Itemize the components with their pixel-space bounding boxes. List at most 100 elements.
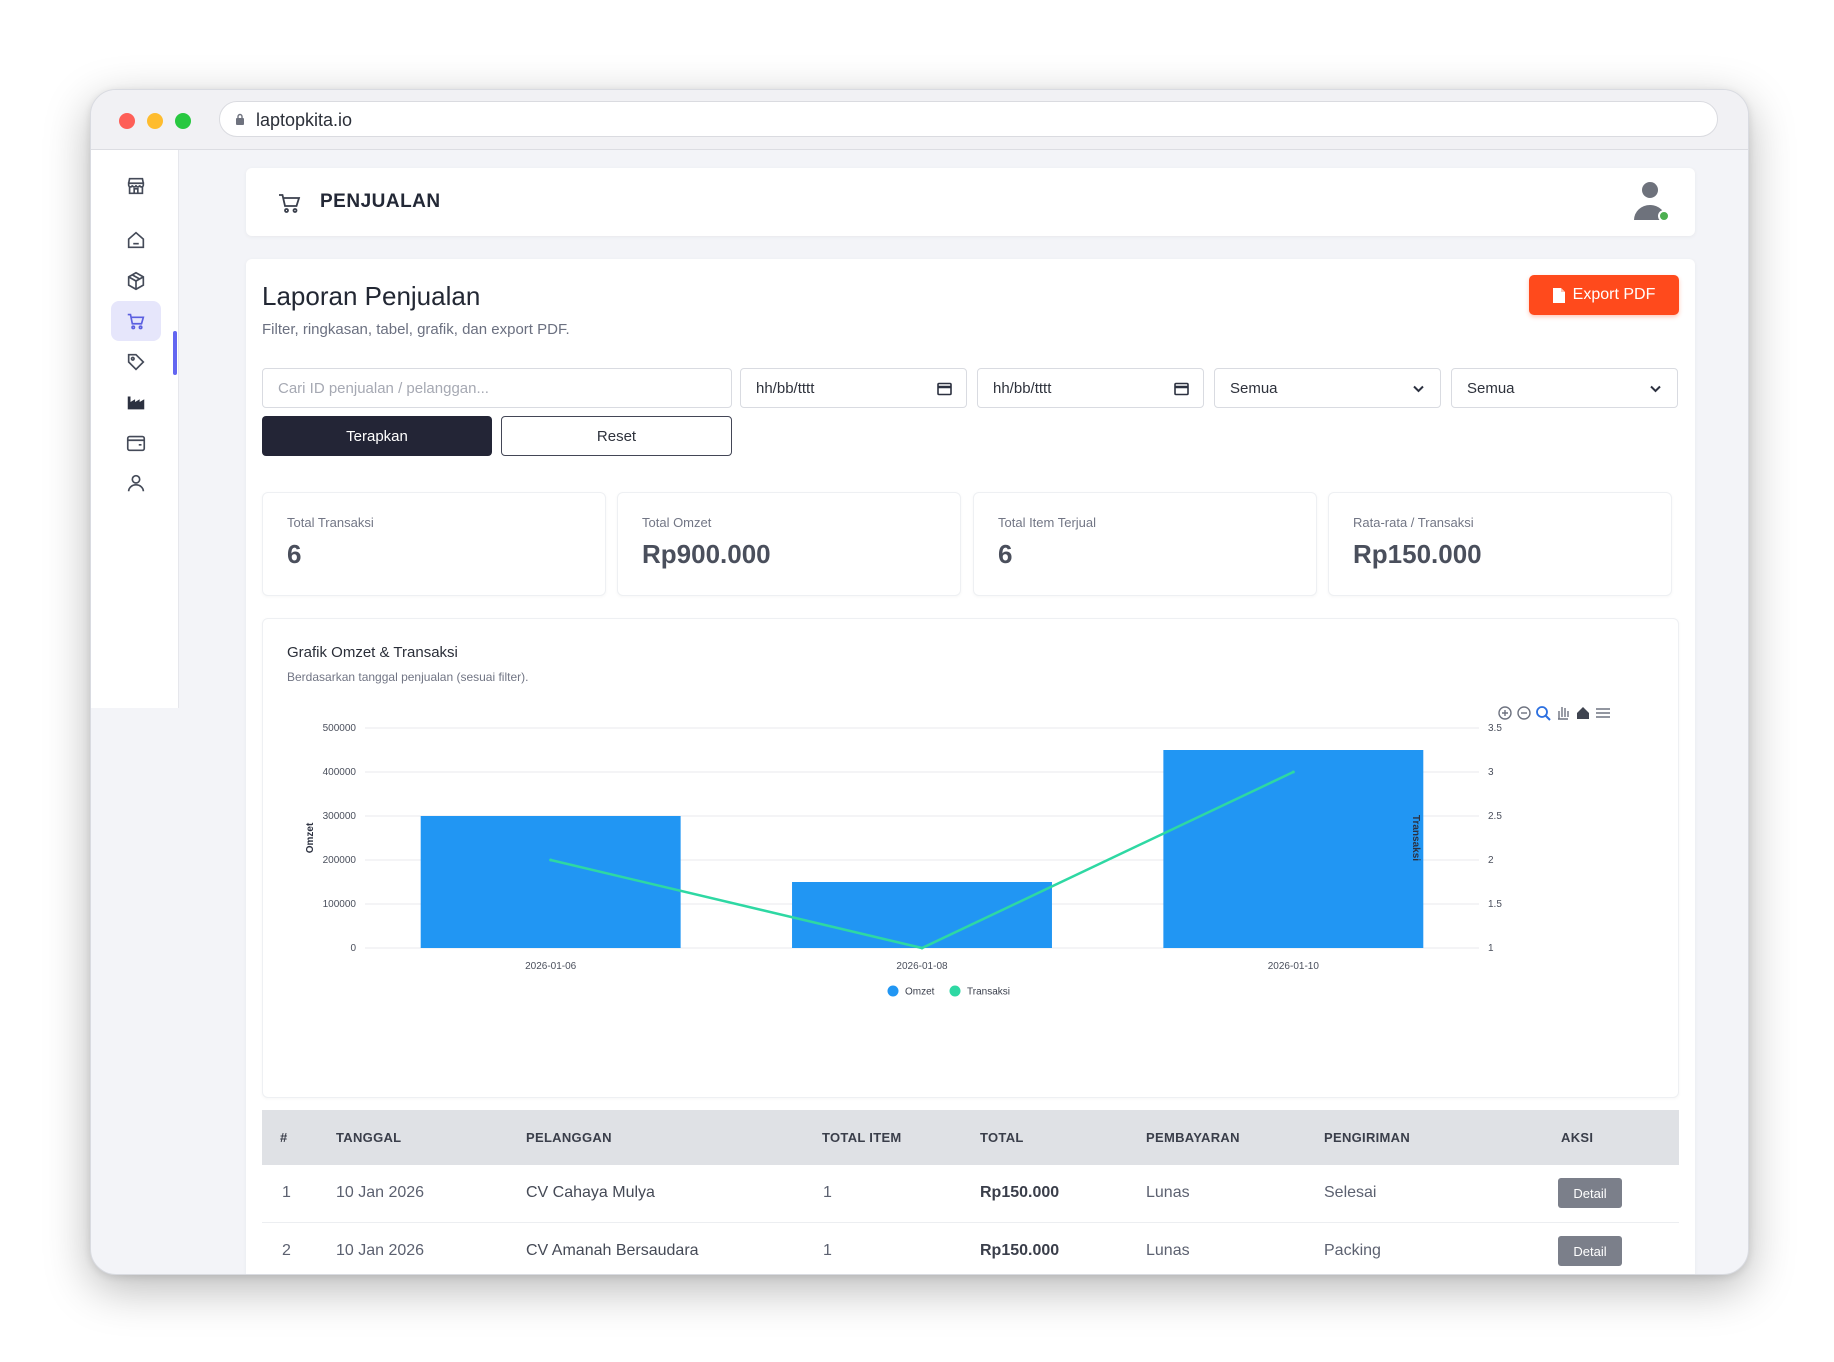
row-date: 10 Jan 2026 <box>336 1242 425 1259</box>
date-from-input[interactable]: hh/bb/tttt <box>740 368 967 408</box>
sidebar-item-users[interactable] <box>111 463 161 503</box>
row-total: Rp150.000 <box>980 1242 1060 1259</box>
minimize-window-button[interactable] <box>147 113 163 129</box>
x-tick-label: 2026-01-08 <box>896 961 948 972</box>
payment-filter-value: Semua <box>1230 379 1278 397</box>
y-axis-label: Omzet <box>305 822 316 853</box>
sales-report-card: Laporan Penjualan Filter, ringkasan, tab… <box>246 259 1695 1274</box>
stat-average-per-transaction: Rata-rata / Transaksi Rp150.000 <box>1328 492 1672 596</box>
y2-tick-label: 2.5 <box>1488 811 1502 822</box>
chart-card: Grafik Omzet & Transaksi Berdasarkan tan… <box>262 618 1679 1098</box>
column-header: PELANGGAN <box>526 1130 612 1145</box>
y-tick-label: 100000 <box>323 899 357 910</box>
chart-title: Grafik Omzet & Transaksi <box>287 644 458 661</box>
stat-value: Rp150.000 <box>1353 539 1482 569</box>
y2-tick-label: 2 <box>1488 855 1494 866</box>
chevron-down-icon <box>1413 385 1424 393</box>
legend-marker <box>887 985 899 997</box>
payment-filter-select[interactable]: Semua <box>1214 368 1441 408</box>
y-tick-label: 0 <box>350 943 356 954</box>
box-icon <box>127 271 145 291</box>
search-input[interactable]: Cari ID penjualan / pelanggan... <box>262 368 732 408</box>
row-number: 1 <box>282 1184 291 1201</box>
row-shipping-status: Packing <box>1324 1242 1381 1259</box>
stat-total-transactions: Total Transaksi 6 <box>262 492 606 596</box>
browser-window: laptopkita.io <box>90 89 1749 1275</box>
export-pdf-button[interactable]: Export PDF <box>1529 275 1679 315</box>
column-header: AKSI <box>1561 1130 1594 1145</box>
y-tick-label: 200000 <box>323 855 357 866</box>
shipping-filter-select[interactable]: Semua <box>1451 368 1678 408</box>
zoom-select-icon[interactable] <box>1536 706 1551 721</box>
row-date: 10 Jan 2026 <box>336 1184 425 1201</box>
column-header: PENGIRIMAN <box>1324 1130 1411 1145</box>
export-pdf-label: Export PDF <box>1572 286 1656 303</box>
address-bar[interactable]: laptopkita.io <box>219 101 1718 137</box>
sidebar-item-sales[interactable] <box>111 301 161 341</box>
stat-label: Total Transaksi <box>287 515 374 530</box>
sidebar-item-store[interactable] <box>111 166 161 206</box>
pan-hand-icon[interactable] <box>1558 707 1569 720</box>
sidebar-item-home[interactable] <box>111 220 161 260</box>
x-tick-label: 2026-01-10 <box>1268 961 1320 972</box>
active-indicator <box>173 331 177 375</box>
reset-zoom-home-icon[interactable] <box>1577 707 1589 719</box>
column-header: TANGGAL <box>336 1130 402 1145</box>
column-header: # <box>280 1130 288 1145</box>
row-customer: CV Cahaya Mulya <box>526 1184 655 1201</box>
row-customer: CV Amanah Bersaudara <box>526 1242 699 1259</box>
sales-chart: 500000 400000 300000 200000 100000 0 3.5 3 2.5 2 1… <box>305 706 1610 998</box>
y2-axis-label: Transaksi <box>1410 815 1421 861</box>
zoom-in-icon[interactable] <box>1498 706 1512 720</box>
point-transaksi <box>1291 770 1295 774</box>
calendar-icon <box>1174 382 1189 396</box>
legend-label: Transaksi <box>967 987 1010 998</box>
wallet-icon <box>126 435 146 452</box>
detail-button[interactable]: Detail <box>1558 1236 1622 1266</box>
stat-value: 6 <box>287 539 302 569</box>
date-to-input[interactable]: hh/bb/tttt <box>977 368 1204 408</box>
stat-label: Total Item Terjual <box>998 515 1097 530</box>
y2-tick-label: 3.5 <box>1488 723 1502 734</box>
maximize-window-button[interactable] <box>175 113 191 129</box>
point-transaksi <box>920 946 924 950</box>
column-header: TOTAL <box>980 1130 1024 1145</box>
y-tick-label: 500000 <box>323 723 357 734</box>
avatar[interactable] <box>1631 180 1673 224</box>
row-total-item: 1 <box>823 1184 832 1201</box>
sidebar-item-wallet[interactable] <box>111 423 161 463</box>
cart-icon <box>279 194 301 213</box>
calendar-icon <box>937 382 952 396</box>
stat-label: Total Omzet <box>642 515 712 530</box>
page-title: Laporan Penjualan <box>262 281 481 311</box>
stat-label: Rata-rata / Transaksi <box>1353 515 1474 530</box>
sidebar-item-factory[interactable] <box>111 382 161 422</box>
table-header: # TANGGAL PELANGGAN TOTAL ITEM TOTAL PEM… <box>262 1110 1679 1165</box>
table-row: 1 10 Jan 2026 CV Cahaya Mulya 1 Rp150.00… <box>262 1165 1679 1223</box>
page-header-title: PENJUALAN <box>320 191 441 212</box>
menu-icon[interactable] <box>1596 708 1610 718</box>
column-header: TOTAL ITEM <box>822 1130 902 1145</box>
tag-icon <box>127 353 145 371</box>
column-header: PEMBAYARAN <box>1146 1130 1240 1145</box>
close-window-button[interactable] <box>119 113 135 129</box>
home-icon <box>127 231 145 249</box>
row-total-item: 1 <box>823 1242 832 1259</box>
stat-total-items-sold: Total Item Terjual 6 <box>973 492 1317 596</box>
date-to-value: hh/bb/tttt <box>993 379 1052 397</box>
sidebar-item-products[interactable] <box>111 261 161 301</box>
zoom-out-icon[interactable] <box>1517 706 1531 720</box>
reset-filter-button[interactable]: Reset <box>501 416 732 456</box>
page-subtitle: Filter, ringkasan, tabel, grafik, dan ex… <box>262 321 570 338</box>
table-row: 2 10 Jan 2026 CV Amanah Bersaudara 1 Rp1… <box>262 1223 1679 1274</box>
date-from-value: hh/bb/tttt <box>756 379 815 397</box>
row-total: Rp150.000 <box>980 1184 1060 1201</box>
legend-label: Omzet <box>905 987 935 998</box>
chart-toolbar <box>1498 706 1610 721</box>
sidebar-item-tags[interactable] <box>111 342 161 382</box>
point-transaksi <box>549 858 553 862</box>
bar-omzet <box>1163 750 1424 948</box>
detail-button[interactable]: Detail <box>1558 1178 1622 1208</box>
apply-filter-button[interactable]: Terapkan <box>262 416 492 456</box>
bar-omzet <box>420 816 681 948</box>
